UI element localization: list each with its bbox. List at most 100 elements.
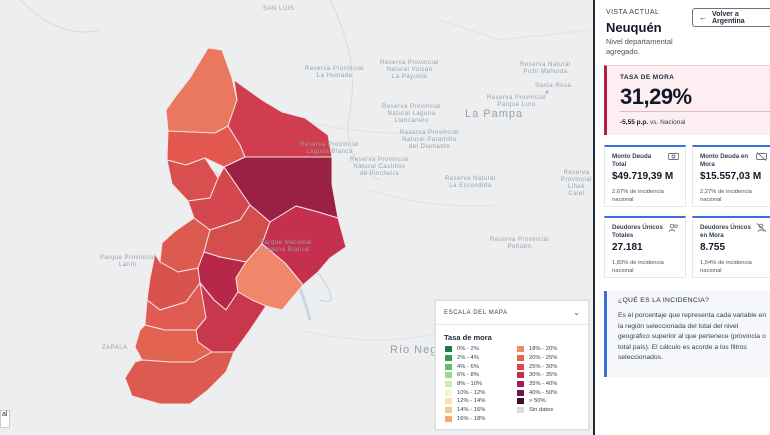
map-place-label: Santa Rosa [535, 83, 572, 89]
region-subtitle: Nivel departamental agregado. [606, 37, 673, 56]
legend-swatch [445, 346, 452, 353]
stat-monto-deuda-mora: Monto Deuda en Mora $15.557,03 M 2,27% d… [692, 145, 770, 207]
dept-minas [165, 47, 238, 136]
arrow-left-icon: ← [699, 13, 707, 22]
legend-label: 4% - 6% [457, 363, 479, 370]
info-text: Es el porcentaje que representa cada var… [618, 312, 767, 362]
map-place-label: Reserva Provincial Natural Laguna Llancane… [382, 104, 442, 124]
legend-item: 6% - 8% [445, 371, 517, 380]
dept-norquin [166, 157, 219, 202]
map-place-label: Reserva Provincial La Humada [305, 66, 365, 79]
vista-actual-label: VISTA ACTUAL [606, 9, 660, 16]
legend-item: 4% - 6% [445, 362, 517, 371]
legend-item: 40% - 50% [517, 388, 589, 397]
info-question: ¿QUÉ ES LA INCIDENCIA? [618, 297, 710, 304]
map-place-label: Reserva Natural La Escondida [445, 176, 496, 189]
province-neuquen [124, 47, 347, 405]
legend-swatch [445, 398, 452, 405]
scale-label: al [0, 410, 10, 428]
legend-label: 14% - 16% [457, 407, 486, 414]
map-place-label: La Pampa [465, 108, 524, 120]
legend-item: 12% - 14% [445, 397, 517, 406]
legend-item: 2% - 4% [445, 354, 517, 363]
legend-swatch [517, 389, 524, 396]
stat-label: Monto Deuda Total [612, 153, 652, 168]
stat-incidence: 1,83% de incidencia nacional [612, 260, 664, 274]
legend-swatch [517, 363, 524, 370]
legend-item: 8% - 10% [445, 380, 517, 389]
map-place-label: ZAPALA [102, 345, 128, 351]
stat-value: $49.719,39 M [612, 171, 674, 182]
tasa-mora-title: TASA DE MORA [620, 74, 675, 81]
legend-label: 2% - 4% [457, 355, 479, 362]
legend-label: 40% - 50% [529, 389, 558, 396]
map-area[interactable]: SAN LUIS Reserva Provincial La Humada Reser… [0, 0, 593, 435]
map-place-label: Reserva Provincial Natural Castillos de Pi… [350, 157, 410, 177]
legend-item: 35% - 40% [517, 380, 589, 389]
map-place-label: Reserva Provincial Parque Luro [487, 95, 547, 108]
diff-suffix: vs. Nacional [650, 119, 686, 126]
legend-label: 16% - 18% [457, 415, 486, 422]
legend-item: 18% - 20% [517, 345, 589, 354]
dept-los-lagos [124, 351, 235, 405]
legend-swatch [517, 407, 524, 414]
legend-swatch [517, 398, 524, 405]
stat-incidence: 2,27% de incidencia nacional [700, 189, 752, 203]
map-place-label: Reserva Provincial Natural Paramillo del D… [400, 130, 460, 150]
chevron-down-icon[interactable]: ⌄ [573, 308, 580, 317]
stat-value: $15.557,03 M [700, 171, 762, 182]
money-off-icon [756, 152, 767, 161]
legend-label: 8% - 10% [457, 381, 483, 388]
legend-label: 30% - 35% [529, 372, 558, 379]
diff-value: -5,55 p.p. [620, 119, 649, 126]
legend-swatch [445, 407, 452, 414]
legend-swatch [445, 372, 452, 379]
stat-deudores-mora: Deudores Únicos en Mora 8.755 1,54% de i… [692, 216, 770, 278]
legend-item: Sin datos [517, 406, 589, 415]
stat-label: Deudores Únicos en Mora [700, 224, 751, 239]
legend-column-left: 0% - 2% 2% - 4% 4% - 6% 6% - 8% 8% - 10% 10% … [445, 345, 517, 423]
stat-label: Deudores Únicos Totales [612, 224, 663, 239]
legend-swatch [445, 381, 452, 388]
map-place-label: Reserva Provincial Laguna Blanca [300, 142, 360, 155]
user-off-icon [756, 223, 767, 232]
legend-label: 18% - 20% [529, 346, 558, 353]
map-legend: ESCALA DEL MAPA ⌄ Tasa de mora 0% - 2% 2%… [435, 300, 589, 430]
stat-monto-deuda-total: Monto Deuda Total $49.719,39 M 2,67% de … [604, 145, 686, 207]
legend-swatch [517, 381, 524, 388]
map-place-label: Reserva Natural Pichi Mahuida [520, 62, 571, 75]
legend-swatch [517, 355, 524, 362]
legend-label: > 50% [529, 398, 546, 405]
stat-incidence: 2,67% de incidencia nacional [612, 189, 664, 203]
stat-value: 27.181 [612, 242, 643, 253]
legend-item: 0% - 2% [445, 345, 517, 354]
legend-title: ESCALA DEL MAPA [444, 309, 508, 316]
legend-label: 35% - 40% [529, 381, 558, 388]
legend-header[interactable]: ESCALA DEL MAPA ⌄ [436, 301, 588, 325]
divider [620, 111, 770, 112]
legend-grid: 0% - 2% 2% - 4% 4% - 6% 6% - 8% 8% - 10% 10% … [436, 342, 588, 423]
legend-label: 6% - 8% [457, 372, 479, 379]
legend-item: 25% - 30% [517, 362, 589, 371]
legend-label: 10% - 12% [457, 389, 486, 396]
tasa-mora-value: 31,29% [620, 84, 692, 109]
legend-item: 16% - 18% [445, 415, 517, 424]
legend-item: > 50% [517, 397, 589, 406]
legend-swatch [445, 363, 452, 370]
users-icon [668, 223, 679, 232]
legend-swatch [445, 355, 452, 362]
legend-item: 30% - 35% [517, 371, 589, 380]
legend-label: 25% - 30% [529, 363, 558, 370]
basemap [19, 0, 591, 405]
stat-value: 8.755 [700, 242, 726, 253]
map-place-label: Reserva Provincial Lihué Calel [560, 170, 592, 197]
legend-item: 10% - 12% [445, 388, 517, 397]
legend-item: 14% - 16% [445, 406, 517, 415]
stat-incidence: 1,54% de incidencia nacional [700, 260, 752, 274]
map-place-label: SAN LUIS [263, 6, 295, 12]
back-to-argentina-button[interactable]: ← Volver a Argentina [692, 8, 770, 27]
legend-item: 20% - 25% [517, 354, 589, 363]
legend-subtitle: Tasa de mora [444, 333, 492, 342]
tasa-mora-card: TASA DE MORA 31,29% -5,55 p.p. vs. Nacio… [604, 65, 770, 135]
region-title: Neuquén [606, 20, 662, 35]
